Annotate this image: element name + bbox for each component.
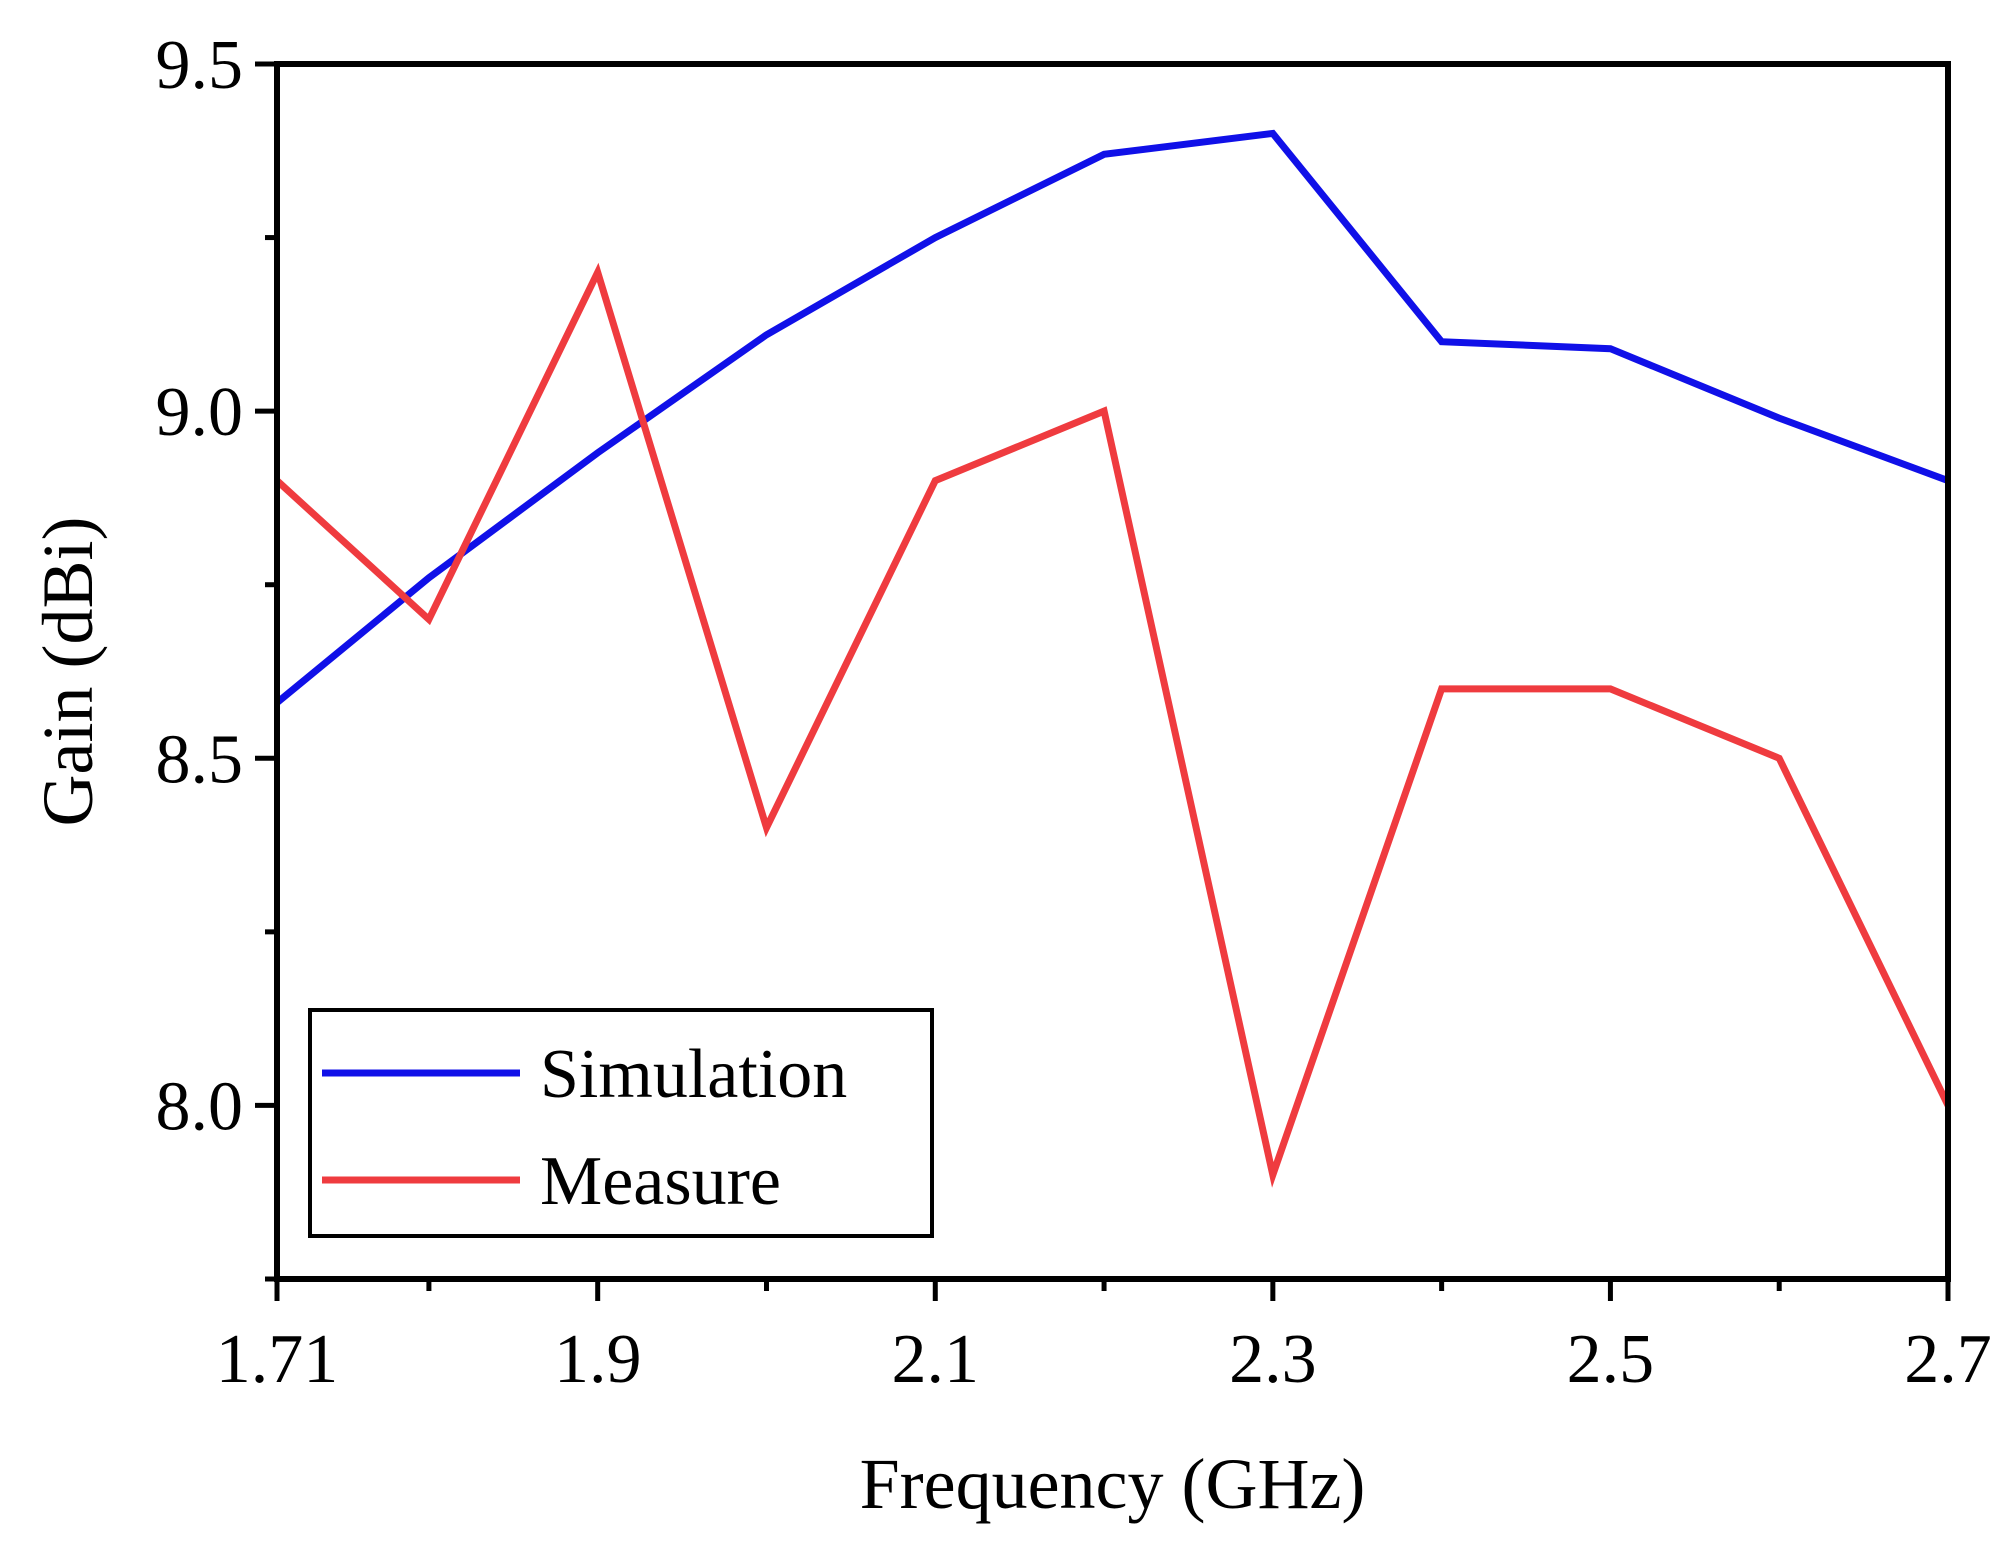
plot-frame: [274, 61, 1951, 1282]
x-tick-label: 1.71: [216, 1321, 339, 1398]
y-tick-label: 9.0: [156, 374, 244, 451]
x-axis-title: Frequency (GHz): [860, 1444, 1366, 1524]
y-tick-label: 8.5: [156, 721, 244, 798]
legend-box: [308, 1008, 934, 1238]
x-tick-label: 2.7: [1904, 1321, 1992, 1398]
x-tick-label: 1.9: [554, 1321, 642, 1398]
x-tick-label: 2.1: [892, 1321, 980, 1398]
legend-label-simulation: Simulation: [540, 1036, 847, 1113]
legend: Simulation Measure: [308, 1008, 934, 1238]
legend-label-measure: Measure: [540, 1143, 781, 1220]
series-line-simulation: [277, 129, 1948, 706]
series-layer: [277, 129, 1948, 1188]
y-axis-title: Gain (dBi): [28, 517, 108, 827]
ticks-layer: 1.71 1.9 2.1 2.3 2.5 2.7 8.0 8.5 9.0 9.5: [156, 27, 1992, 1398]
x-tick-label: 2.5: [1567, 1321, 1655, 1398]
y-tick-label: 9.5: [156, 27, 244, 104]
y-tick-label: 8.0: [156, 1068, 244, 1145]
series-line-measure: [277, 262, 1948, 1188]
x-tick-label: 2.3: [1229, 1321, 1317, 1398]
